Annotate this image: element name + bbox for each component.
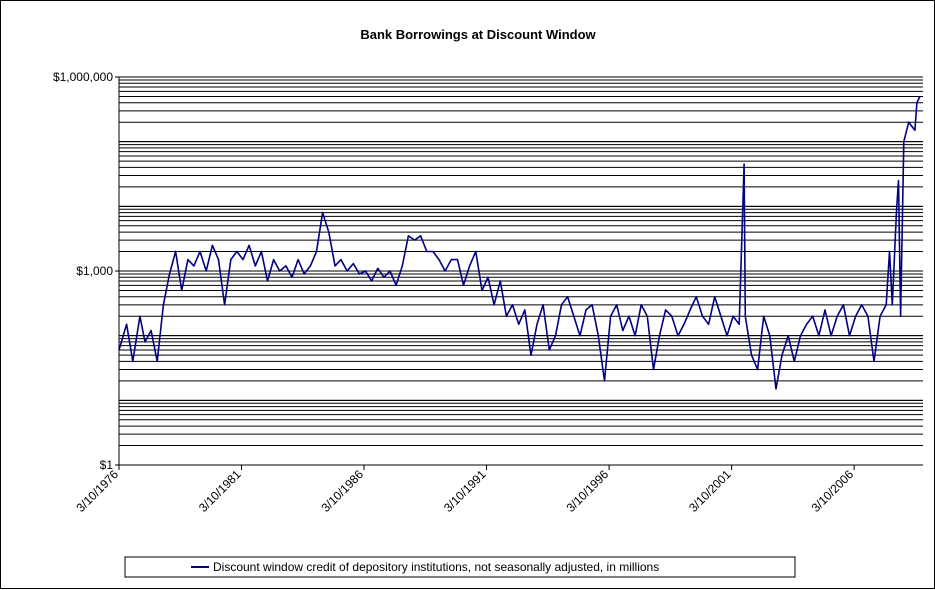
x-tick-label: 3/10/1996 — [564, 467, 612, 515]
y-tick-label: $1,000 — [76, 264, 113, 278]
axes — [118, 77, 923, 466]
series-line — [118, 96, 921, 390]
legend: Discount window credit of depository ins… — [124, 556, 796, 578]
x-tick-label: 3/10/2006 — [809, 467, 857, 515]
x-tick-label: 3/10/1981 — [196, 467, 244, 515]
chart-title: Bank Borrowings at Discount Window — [360, 27, 596, 42]
gridlines — [119, 76, 923, 466]
x-axis-ticks: 3/10/1976 3/10/1981 3/10/1986 3/10/1991 3/10… — [73, 465, 856, 515]
y-tick-label: $1 — [100, 458, 114, 472]
x-tick-label: 3/10/1991 — [441, 467, 489, 515]
series-group — [118, 96, 921, 390]
y-axis-ticks: $1 $1,000 $1,000,000 — [53, 70, 119, 472]
x-tick-label: 3/10/2001 — [686, 467, 734, 515]
y-tick-label: $1,000,000 — [53, 70, 113, 84]
legend-entry: Discount window credit of depository ins… — [213, 560, 659, 574]
legend-box — [124, 556, 796, 578]
x-tick-label: 3/10/1976 — [73, 467, 121, 515]
x-tick-label: 3/10/1986 — [318, 467, 366, 515]
